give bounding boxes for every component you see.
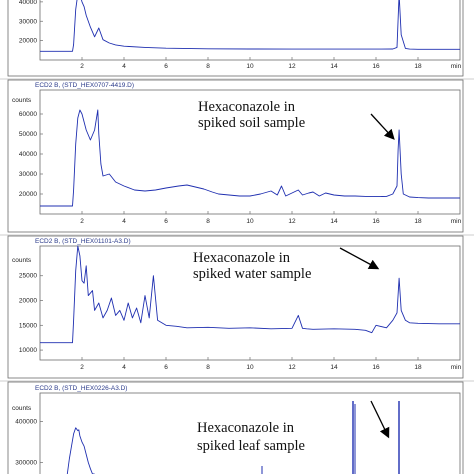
panel-2-annotation-line-1: Hexaconazole in — [198, 99, 296, 115]
panel-2-annotation-line-2: spiked soil sample — [198, 115, 305, 131]
panel-2-xtick-label-4: 10 — [246, 218, 254, 225]
panel-3-frame — [7, 235, 464, 379]
panel-3: ECD2 B, (STD_HEX01101-A3.D) counts Hexac… — [0, 235, 474, 382]
panel-1-xtick-label-8: 18 — [414, 63, 422, 70]
panel-3-ytick-label-3: 10000 — [19, 347, 37, 354]
panel-1-ytick-label-0: 40000 — [19, 0, 37, 6]
panel-2-ylabel: counts — [12, 97, 32, 104]
panel-3-xtick-label-5: 12 — [288, 364, 296, 371]
panel-1-plot-area — [39, 0, 461, 61]
panel-3-ytick-label-0: 25000 — [19, 273, 37, 280]
panel-4: ECD2 B, (STD_HEX0226-A3.D) counts Hexaco… — [7, 381, 464, 474]
panel-4-ytick-label-1: 300000 — [15, 460, 37, 467]
panel-1-xtick-label-5: 12 — [288, 63, 296, 70]
panel-2-xtick-label-5: 12 — [288, 218, 296, 225]
panel-3-ytick-label-2: 15000 — [19, 322, 37, 329]
panel-2-xtick-label-9: min — [451, 218, 462, 225]
panel-1-xtick-label-6: 14 — [330, 63, 338, 70]
panel-3-yticks: 25000 20000 15000 10000 — [19, 273, 43, 354]
panel-2-xtick-label-7: 16 — [372, 218, 380, 225]
panel-4-header: ECD2 B, (STD_HEX0226-A3.D) — [35, 385, 127, 392]
panel-1-ytick-label-1: 30000 — [19, 18, 37, 25]
panel-3-ylabel: counts — [12, 257, 32, 264]
panel-4-frame — [7, 381, 464, 474]
panel-1-xtick-label-3: 8 — [206, 63, 210, 70]
panel-3-xtick-label-0: 2 — [80, 364, 84, 371]
panel-2-trace — [40, 109, 460, 207]
panel-3-xtick-label-8: 18 — [414, 364, 422, 371]
panel-3-annotation-line-1: Hexaconazole in — [193, 250, 291, 266]
panel-3-header: ECD2 B, (STD_HEX01101-A3.D) — [35, 238, 131, 245]
panel-4-arrow — [370, 400, 390, 439]
panel-2-xtick-label-8: 18 — [414, 218, 422, 225]
panel-1-trace — [40, 0, 460, 52]
panel-2-xtick-label-6: 14 — [330, 218, 338, 225]
panel-3-xtick-label-1: 4 — [122, 364, 126, 371]
panel-4-ylabel: counts — [12, 405, 32, 412]
panel-2-xtick-label-2: 6 — [164, 218, 168, 225]
panel-2-ytick-label-4: 20000 — [19, 191, 37, 198]
panel-4-trace — [66, 427, 95, 474]
panel-3-arrow — [339, 247, 380, 270]
panel-4-plot-area — [39, 392, 461, 474]
panel-4-annotation-line-1: Hexaconazole in — [197, 420, 295, 436]
panel-3-xtick-label-7: 16 — [372, 364, 380, 371]
panel-1-xticks: 2 4 6 8 10 12 14 16 18 min — [80, 57, 462, 70]
panel-3-annotation-line-2: spiked water sample — [193, 266, 311, 282]
panel-4-yticks: 400000 300000 — [15, 419, 43, 467]
panel-2-xtick-label-3: 8 — [206, 218, 210, 225]
panel-3-xtick-label-2: 6 — [164, 364, 168, 371]
panel-3-xticks: 2 4 6 8 10 12 14 16 18 min — [80, 357, 462, 371]
panel-1-xtick-label-4: 10 — [246, 63, 254, 70]
panel-1-frame — [7, 0, 464, 77]
panel-2-ytick-label-3: 30000 — [19, 171, 37, 178]
panel-1-ytick-label-2: 20000 — [19, 38, 37, 45]
panel-1-xtick-label-9: min — [451, 63, 462, 70]
panel-4-ytick-label-0: 400000 — [15, 419, 37, 426]
panel-3-xtick-label-9: min — [451, 364, 462, 371]
panel-2-ytick-label-0: 60000 — [19, 111, 37, 118]
panel-3-xtick-label-4: 10 — [246, 364, 254, 371]
panel-2-xtick-label-1: 4 — [122, 218, 126, 225]
panel-1-yticks: 40000 30000 20000 — [19, 0, 43, 45]
panel-2-header: ECD2 B, (STD_HEX0707-4419.D) — [35, 82, 134, 89]
panel-1: 40000 30000 20000 2 4 6 8 10 12 14 16 18 min — [0, 0, 474, 80]
panel-2-yticks: 60000 50000 40000 30000 20000 — [19, 111, 43, 198]
panel-2-xticks: 2 4 6 8 10 12 14 16 18 min — [80, 211, 462, 225]
panel-3-xtick-label-3: 8 — [206, 364, 210, 371]
panel-2-arrow — [370, 113, 395, 140]
panel-2: ECD2 B, (STD_HEX0707-4419.D) counts Hexa… — [0, 79, 474, 236]
panel-1-xtick-label-1: 4 — [122, 63, 126, 70]
panel-4-annotation-line-2: spiked leaf sample — [197, 438, 305, 454]
panel-2-ytick-label-1: 50000 — [19, 131, 37, 138]
panel-2-ytick-label-2: 40000 — [19, 151, 37, 158]
panel-3-xtick-label-6: 14 — [330, 364, 338, 371]
panel-2-xtick-label-0: 2 — [80, 218, 84, 225]
panel-3-ytick-label-1: 20000 — [19, 298, 37, 305]
panel-1-xtick-label-2: 6 — [164, 63, 168, 70]
panel-3-trace — [40, 245, 460, 344]
panel-2-frame — [7, 79, 464, 233]
panel-1-xtick-label-7: 16 — [372, 63, 380, 70]
panel-1-xtick-label-0: 2 — [80, 63, 84, 70]
